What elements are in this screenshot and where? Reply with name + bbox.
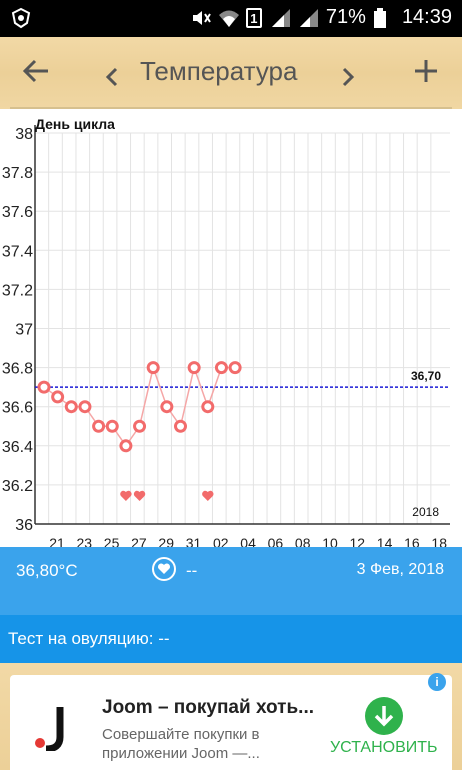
- data-point: [105, 419, 119, 433]
- arrow-left-icon: [22, 59, 48, 83]
- y-tick-label: 38: [15, 126, 33, 143]
- install-button[interactable]: УСТАНОВИТЬ: [330, 739, 438, 756]
- x-tick-label: 25: [104, 535, 120, 547]
- coverline-label: 36,70: [411, 369, 441, 383]
- clock: 14:39: [401, 6, 452, 28]
- ad-description-line2: приложении Joom —...: [102, 745, 260, 762]
- prev-button[interactable]: [104, 61, 120, 93]
- ad-description-line1: Совершайте покупки в: [102, 726, 260, 743]
- heart-icon[interactable]: [152, 557, 176, 581]
- summary-panel: 36,80°C -- 3 Фев, 2018: [0, 547, 462, 615]
- year-label: 2018: [412, 505, 439, 519]
- ad-title: Joom – покупай хоть...: [102, 697, 315, 718]
- ovulation-test-label: Тест на овуляцию: --: [8, 629, 170, 648]
- x-tick-label: 02: [213, 535, 229, 547]
- signal-icon: [270, 8, 290, 28]
- data-point: [51, 390, 65, 404]
- page-title: Температура: [140, 56, 298, 86]
- y-tick-label: 37.2: [2, 282, 33, 299]
- x-tick-label: 08: [295, 535, 311, 547]
- y-tick-label: 37.8: [2, 165, 33, 182]
- data-point: [201, 400, 215, 414]
- add-button[interactable]: [412, 57, 440, 90]
- x-tick-label: 16: [404, 535, 420, 547]
- data-point: [37, 380, 51, 394]
- ad-card[interactable]: Joom – покупай хоть... Совершайте покупк…: [10, 673, 452, 770]
- temperature-value: 36,80°C: [16, 561, 78, 580]
- back-button[interactable]: [22, 57, 50, 90]
- battery-icon: [373, 7, 394, 28]
- download-icon[interactable]: [365, 697, 403, 735]
- app-toolbar: Температура: [0, 37, 462, 109]
- data-point: [174, 419, 187, 433]
- y-tick-label: 36.6: [2, 400, 33, 417]
- mute-icon: [190, 8, 211, 28]
- y-tick-label: 37: [15, 322, 33, 339]
- data-point: [214, 361, 228, 375]
- status-bar: 1 71% 14:39: [0, 0, 462, 37]
- y-tick-label: 36.2: [2, 478, 33, 495]
- chevron-right-icon: [342, 67, 355, 87]
- heart-value: --: [186, 561, 198, 580]
- plus-icon: [415, 60, 437, 82]
- app-notification-icon: [10, 7, 32, 34]
- data-point: [78, 400, 92, 414]
- x-tick-label: 27: [131, 535, 147, 547]
- x-tick-label: 06: [268, 535, 284, 547]
- data-point: [187, 361, 201, 375]
- y-tick-label: 36: [15, 517, 33, 534]
- info-icon[interactable]: i: [428, 673, 446, 691]
- x-tick-label: 21: [49, 535, 65, 547]
- x-tick-label: 10: [322, 535, 338, 547]
- y-axis-label: День цикла: [35, 116, 115, 132]
- heart-marker: [202, 490, 214, 501]
- data-point: [133, 419, 147, 433]
- signal-2-icon: [298, 8, 318, 28]
- data-point: [146, 361, 160, 375]
- ad-description: Совершайте покупки в приложении Joom —..…: [102, 725, 322, 763]
- y-tick-label: 37.6: [2, 204, 33, 221]
- temperature-chart[interactable]: 36 36.2 36.4 36.6 36.8 37 37.2 37.4 37.6 37.8 38 Де…: [0, 109, 462, 551]
- sim-slot-icon: 1: [245, 7, 262, 28]
- y-tick-label: 37.4: [2, 243, 33, 260]
- x-tick-label: 23: [77, 535, 93, 547]
- heart-marker: [133, 490, 146, 501]
- date-value: 3 Фев, 2018: [356, 561, 444, 578]
- wifi-icon: [218, 8, 239, 28]
- battery-percent: 71%: [325, 6, 366, 28]
- joom-logo-icon: [32, 705, 78, 753]
- data-point: [160, 400, 174, 414]
- heart-marker: [120, 490, 132, 501]
- x-tick-label: 14: [377, 535, 393, 547]
- x-tick-label: 12: [350, 535, 366, 547]
- chevron-left-icon: [105, 67, 118, 87]
- data-point: [64, 400, 78, 414]
- next-button[interactable]: [340, 61, 356, 93]
- data-point: [119, 439, 133, 453]
- x-tick-label: 04: [240, 535, 256, 547]
- y-tick-label: 36.8: [2, 361, 33, 378]
- ad-banner: Joom – покупай хоть... Совершайте покупк…: [0, 663, 462, 770]
- x-tick-label: 31: [186, 535, 202, 547]
- x-tick-label: 29: [158, 535, 174, 547]
- x-tick-label: 18: [431, 535, 447, 547]
- y-tick-label: 36.4: [2, 439, 33, 456]
- data-point: [228, 361, 242, 375]
- ovulation-test-row[interactable]: Тест на овуляцию: --: [0, 615, 462, 663]
- chart-svg: 36 36.2 36.4 36.6 36.8 37 37.2 37.4 37.6 37.8 38Де…: [2, 116, 450, 551]
- data-point: [92, 419, 106, 433]
